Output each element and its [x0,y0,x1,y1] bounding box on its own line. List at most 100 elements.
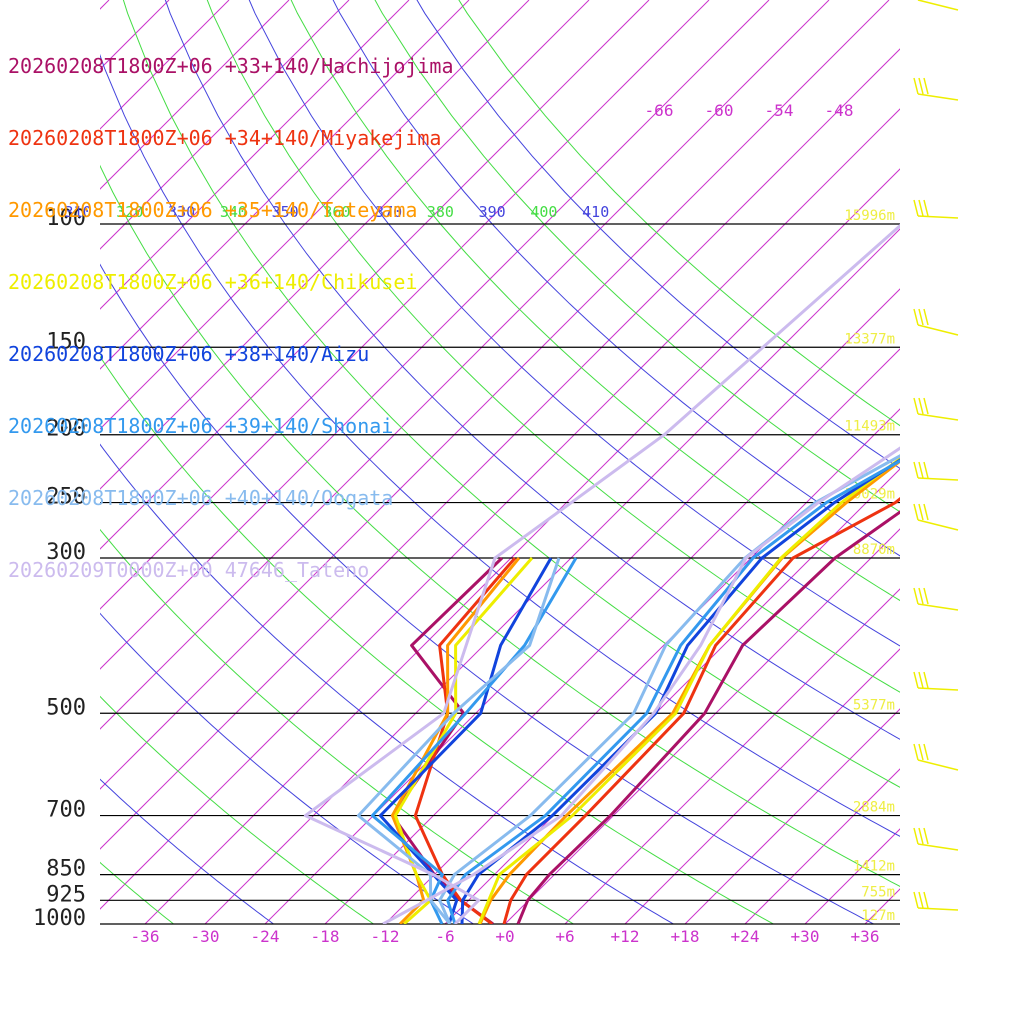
legend: 20260208T1800Z+06 +33+140/Hachijojima 20… [8,6,454,606]
theta-label: 340 [220,203,247,221]
theta-label: 390 [479,203,506,221]
temperature-tick-label: +18 [671,927,700,946]
isotherm-line [100,0,830,730]
isotherm-line [100,0,350,250]
pressure-label: 150 [46,329,86,354]
dry-adiabat-line [100,778,274,924]
isotherm-line [100,108,900,910]
isotherm-line [144,168,900,924]
theta-label: 310 [65,203,92,221]
dry-adiabat-line [100,612,474,924]
series-temperature-line [502,497,900,924]
height-label: 8870m [853,542,895,558]
temperature-tick-label: -36 [131,927,160,946]
wind-barb [913,827,959,851]
pressure-label: 250 [46,485,86,510]
legend-entry-oogata: 20260208T1800Z+06 +40+140/Oogata [8,486,394,510]
wind-barb [913,397,959,421]
upper-temperature-label: -66 [645,101,674,120]
upper-temperature-label: -48 [825,101,854,120]
pressure-label: 300 [46,540,86,565]
pressure-label: 700 [46,798,86,823]
temperature-tick-label: +0 [495,927,514,946]
wind-barb [913,77,959,101]
theta-label: 370 [375,203,402,221]
height-label: 1412m [853,859,895,875]
temperature-tick-label: -18 [311,927,340,946]
height-label: 127m [861,908,895,924]
isobars [100,223,900,925]
dry-adiabat-line [100,528,574,924]
height-label: 5377m [853,697,895,713]
temperature-tick-label: +12 [611,927,640,946]
dry-adiabat-line [100,164,900,888]
theta-label: 410 [582,203,609,221]
pressure-label: 100 [46,206,86,231]
pressure-label: 850 [46,857,86,882]
dry-adiabat-line [374,0,900,513]
isotherm-line [264,288,900,924]
height-label: 755m [861,884,895,900]
height-label: 2884m [853,800,895,816]
wind-barb [917,0,959,11]
isotherm-line [100,0,290,190]
wind-barb [913,743,959,771]
theta-label: 330 [168,203,195,221]
upper-temperature-label: -60 [705,101,734,120]
dry-adiabat-line [164,0,900,740]
wind-barb [913,671,959,691]
wind-barb [913,891,959,911]
dry-adiabat-line [100,695,374,924]
height-label: 13377m [844,331,895,347]
legend-entry-aizu: 20260208T1800Z+06 +38+140/Aizu [8,342,370,366]
theta-label: 320 [116,203,143,221]
temperature-tick-label: +36 [851,927,880,946]
pressure-label: 500 [46,695,86,720]
theta-label: 350 [272,203,299,221]
series-temperature-line [516,510,900,924]
temperature-tick-label: -6 [435,927,454,946]
isotherm-line [324,348,900,924]
wind-barb [913,503,959,531]
isotherm-line [100,0,890,790]
isotherm-line [744,768,900,924]
dry-adiabat-line [332,0,900,557]
wind-barb [913,308,959,336]
isotherm-line [100,0,530,430]
isotherm-line [504,528,900,924]
isotherm-line [100,0,410,310]
background-lines [100,0,900,924]
pressure-label: 1000 [33,906,86,931]
isotherm-line [100,0,470,370]
theta-label: 400 [530,203,557,221]
upper-temperature-label: -54 [765,101,794,120]
isotherm-line [564,588,900,924]
sounding-profiles [303,223,900,924]
isotherm-line [100,48,900,850]
series-temperature-line [382,446,900,924]
pressure-label: 925 [46,882,86,907]
dry-adiabat-line [416,0,900,470]
dry-adiabat-line [100,861,174,924]
wind-barbs [913,0,959,911]
dry-adiabat-line [458,0,900,427]
legend-entry-chikusei: 20260208T1800Z+06 +36+140/Chikusei [8,270,418,294]
temperature-tick-label: +6 [555,927,574,946]
legend-entry-shonai: 20260208T1800Z+06 +39+140/Shonai [8,414,394,438]
legend-entry-tateno: 20260209T0000Z+00 47646_Tateno [8,558,370,582]
isotherm-line [100,0,590,490]
height-label: 11493m [844,419,895,435]
temperature-tick-label: +24 [731,927,760,946]
series-dewpoint-line [413,557,517,924]
temperature-tick-label: -12 [371,927,400,946]
legend-entry-tateyama: 20260208T1800Z+06 +35+140/Tateyama [8,198,418,222]
dry-adiabat-line [248,0,900,647]
dry-adiabat-line [290,0,900,602]
legend-entry-miyakejima: 20260208T1800Z+06 +34+140/Miyakejima [8,126,442,150]
isotherm-line [204,228,900,924]
series-dewpoint-line [378,557,553,924]
temperature-tick-label: +30 [791,927,820,946]
dry-adiabat-line [100,443,674,924]
